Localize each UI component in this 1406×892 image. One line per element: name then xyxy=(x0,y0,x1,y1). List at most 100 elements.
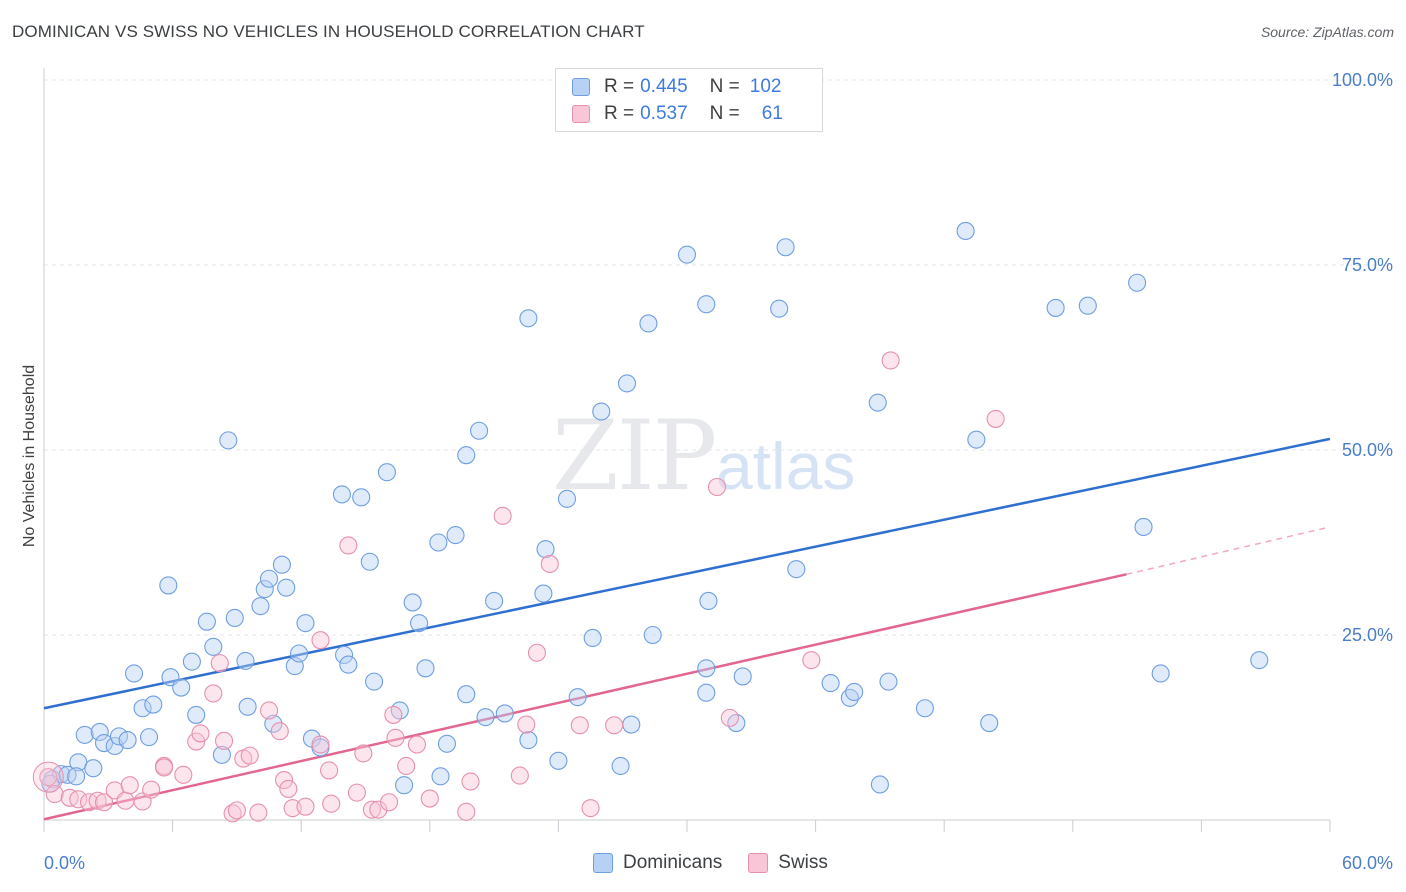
dominicans-point-93 xyxy=(980,714,999,733)
axes xyxy=(43,68,1331,832)
correlation-legend: R = 0.445 N = 102 R = 0.537 N = 61 xyxy=(555,68,823,132)
dominicans-point-82 xyxy=(776,238,795,257)
dominicans-point-78 xyxy=(699,591,718,611)
series-label-dominicans: Dominicans xyxy=(623,852,723,873)
dominicans-point-19 xyxy=(187,705,206,724)
series-swatch-swiss xyxy=(748,853,769,873)
dominicans-point-65 xyxy=(557,489,577,508)
dominicans-point-88 xyxy=(870,775,889,794)
swiss-point-8 xyxy=(116,791,135,810)
dominicans-point-91 xyxy=(956,221,975,241)
swiss-point-3 xyxy=(69,790,88,809)
series-legend-swiss[interactable]: Swiss xyxy=(748,852,828,874)
swiss-point-31 xyxy=(311,631,330,650)
watermark-zip: ZIP xyxy=(552,400,717,512)
dominicans-point-75 xyxy=(697,659,716,678)
swiss-point-16 xyxy=(191,724,210,743)
swiss-point-39 xyxy=(369,800,388,819)
data-points xyxy=(32,221,1269,823)
swiss-point-43 xyxy=(397,756,416,776)
legend-n-label: N = xyxy=(709,103,740,124)
swiss-point-14 xyxy=(174,765,193,784)
swiss-point-17 xyxy=(204,684,223,703)
swiss-point-60 xyxy=(986,409,1005,428)
dominicans-point-101 xyxy=(67,767,86,786)
swiss-point-45 xyxy=(420,789,439,808)
dominicans-point-77 xyxy=(697,683,716,702)
dominicans-point-39 xyxy=(335,645,354,665)
dominicans-point-69 xyxy=(611,756,630,776)
dominicans-point-13 xyxy=(139,728,159,747)
y-axis-label: No Vehicles in Household xyxy=(21,365,38,547)
chart-title: DOMINICAN VS SWISS NO VEHICLES IN HOUSEH… xyxy=(12,22,645,41)
series-legend-dominicans[interactable]: Dominicans xyxy=(593,852,722,874)
gridlines xyxy=(44,79,1394,636)
dominicans-point-22 xyxy=(212,745,231,764)
dominicans-point-54 xyxy=(457,685,476,704)
dominicans-point-86 xyxy=(845,682,864,702)
swiss-trend-extension xyxy=(1126,526,1331,576)
dominicans-point-12 xyxy=(133,699,152,718)
dominicans-point-51 xyxy=(431,767,450,786)
dominicans-point-17 xyxy=(172,678,191,697)
swiss-point-58 xyxy=(802,651,821,670)
swiss-point-18 xyxy=(210,654,229,673)
series-label-swiss: Swiss xyxy=(778,852,828,873)
chart-source: Source: ZipAtlas.com xyxy=(1260,24,1394,40)
dominicans-point-21 xyxy=(204,637,223,656)
legend-row-dominicans: R = 0.445 N = 102 xyxy=(572,74,781,100)
swiss-point-13 xyxy=(154,758,174,777)
dominicans-point-61 xyxy=(519,731,538,750)
swiss-point-26 xyxy=(270,722,289,741)
dominicans-point-68 xyxy=(592,402,611,421)
dominicans-point-63 xyxy=(536,540,555,559)
dominicans-point-99 xyxy=(1250,651,1269,670)
swiss-point-51 xyxy=(527,643,547,662)
swiss-point-0 xyxy=(39,768,58,787)
dominicans-point-55 xyxy=(457,446,476,465)
dominicans-point-7 xyxy=(94,733,114,753)
swiss-point-53 xyxy=(570,716,589,735)
series-legend: Dominicans Swiss xyxy=(593,852,854,874)
swiss-point-38 xyxy=(362,800,381,819)
dominicans-point-35 xyxy=(296,614,315,633)
dominicans-point-15 xyxy=(159,576,178,595)
dominicans-trend-line xyxy=(43,437,1331,710)
swiss-point-48 xyxy=(493,506,512,525)
dominicans-point-94 xyxy=(1046,298,1065,317)
swiss-point-19 xyxy=(214,731,234,750)
dominicans-point-10 xyxy=(118,731,137,750)
legend-r-label: R = xyxy=(604,103,635,124)
dominicans-point-18 xyxy=(182,652,201,671)
dominicans-point-28 xyxy=(255,580,274,599)
swiss-point-46 xyxy=(457,802,476,821)
swiss-point-37 xyxy=(354,744,373,763)
swiss-point-40 xyxy=(380,793,399,812)
x-tick-label-1: 60.0% xyxy=(1342,853,1393,873)
swiss-point-28 xyxy=(279,779,298,798)
series-swatch-dominicans xyxy=(593,853,613,873)
dominicans-point-34 xyxy=(290,644,309,663)
dominicans-point-89 xyxy=(879,672,898,691)
swiss-point-27 xyxy=(275,770,294,790)
dominicans-point-30 xyxy=(264,714,283,733)
swiss-point-11 xyxy=(142,780,161,799)
dominicans-point-96 xyxy=(1128,273,1147,292)
dominicans-point-50 xyxy=(429,533,448,552)
swiss-point-25 xyxy=(259,701,279,720)
dominicans-point-67 xyxy=(583,628,602,648)
swiss-point-5 xyxy=(88,791,107,810)
legend-swatch-swiss xyxy=(572,105,590,123)
dominicans-point-32 xyxy=(277,578,296,597)
dominicans-point-66 xyxy=(568,688,587,707)
swiss-point-15 xyxy=(187,732,206,751)
dominicans-point-31 xyxy=(272,555,291,574)
swiss-point-57 xyxy=(720,708,739,727)
dominicans-point-24 xyxy=(225,608,244,628)
dominicans-point-87 xyxy=(868,393,887,412)
dominicans-point-57 xyxy=(476,708,495,727)
dominicans-point-84 xyxy=(821,674,840,693)
dominicans-point-29 xyxy=(259,569,279,588)
swiss-point-34 xyxy=(322,794,341,813)
dominicans-point-42 xyxy=(360,552,379,571)
